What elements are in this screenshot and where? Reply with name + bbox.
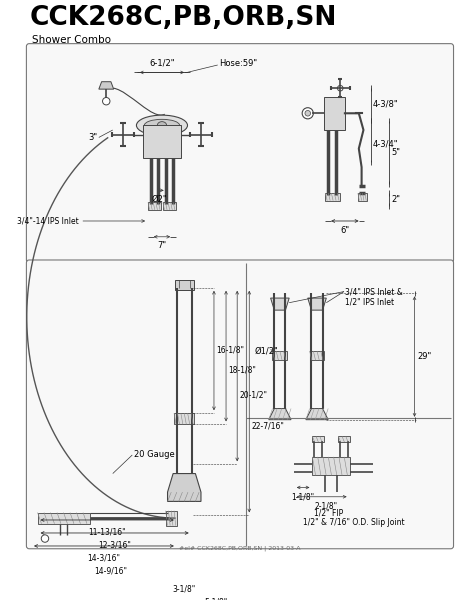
Text: Ø1/2": Ø1/2" <box>254 346 278 355</box>
Text: 29": 29" <box>416 352 431 361</box>
Text: Shower Combo: Shower Combo <box>32 35 111 45</box>
Text: 3": 3" <box>88 133 97 142</box>
Text: 12-3/16": 12-3/16" <box>98 541 131 550</box>
Bar <box>38 512 89 524</box>
Text: Ø2": Ø2" <box>151 195 167 204</box>
Text: 1/2" FIP: 1/2" FIP <box>314 509 343 518</box>
Text: 2-1/8": 2-1/8" <box>314 502 337 511</box>
Polygon shape <box>268 409 290 419</box>
Bar <box>312 457 349 475</box>
Polygon shape <box>305 409 327 419</box>
Polygon shape <box>307 298 325 310</box>
Bar <box>324 97 344 130</box>
Text: 20 Gauge: 20 Gauge <box>134 451 175 460</box>
Bar <box>338 436 349 442</box>
Polygon shape <box>270 298 288 310</box>
Text: 3/4"-14 IPS Inlet: 3/4"-14 IPS Inlet <box>17 217 78 226</box>
FancyBboxPatch shape <box>26 260 452 549</box>
Text: 6-1/2": 6-1/2" <box>149 59 175 68</box>
Bar <box>163 202 175 210</box>
Bar <box>165 511 176 526</box>
Text: 7": 7" <box>157 241 166 250</box>
Text: 11-13/16": 11-13/16" <box>88 527 126 536</box>
Bar <box>148 202 161 210</box>
Bar <box>175 280 193 290</box>
Circle shape <box>301 108 313 119</box>
Text: 3-1/8": 3-1/8" <box>172 585 195 594</box>
Text: 5-1/8": 5-1/8" <box>204 598 227 600</box>
Circle shape <box>41 535 49 542</box>
Bar <box>309 351 324 360</box>
Bar <box>143 125 180 158</box>
Text: 16-1/8": 16-1/8" <box>215 346 243 355</box>
FancyBboxPatch shape <box>26 44 452 263</box>
Bar <box>357 193 366 200</box>
Text: 22-7/16": 22-7/16" <box>250 422 283 431</box>
Text: 1/2" & 7/16" O.D. Slip Joint: 1/2" & 7/16" O.D. Slip Joint <box>302 518 404 527</box>
Circle shape <box>337 85 342 91</box>
Text: 3/4" IPS Inlet &: 3/4" IPS Inlet & <box>344 288 402 297</box>
Text: 5": 5" <box>390 148 400 157</box>
Text: 6": 6" <box>339 226 349 235</box>
Circle shape <box>102 97 110 105</box>
Text: CCK268C,PB,ORB,SN: CCK268C,PB,ORB,SN <box>30 5 337 31</box>
Polygon shape <box>167 473 200 502</box>
Ellipse shape <box>136 115 187 136</box>
Text: 20-1/2": 20-1/2" <box>238 390 267 399</box>
Text: 14-3/16": 14-3/16" <box>87 553 120 562</box>
Text: 1-1/8": 1-1/8" <box>291 492 314 501</box>
Text: 4-3/8": 4-3/8" <box>372 100 398 109</box>
Text: 1/2" IPS Inlet: 1/2" IPS Inlet <box>344 297 393 306</box>
Text: 14-9/16": 14-9/16" <box>94 566 127 575</box>
Bar <box>174 413 194 424</box>
Ellipse shape <box>157 122 166 129</box>
Text: 4-3/4": 4-3/4" <box>372 139 397 148</box>
Text: 2": 2" <box>390 195 400 204</box>
Ellipse shape <box>144 119 179 131</box>
Polygon shape <box>99 82 113 89</box>
Bar <box>272 351 287 360</box>
Circle shape <box>304 110 310 116</box>
Text: Hose:59": Hose:59" <box>219 59 257 68</box>
Bar <box>325 193 339 200</box>
Bar <box>312 436 323 442</box>
Text: 18-1/8": 18-1/8" <box>227 365 255 374</box>
Text: #el# CCK268C,PB,ORB,SN | 2013-03-A: #el# CCK268C,PB,ORB,SN | 2013-03-A <box>179 545 300 551</box>
